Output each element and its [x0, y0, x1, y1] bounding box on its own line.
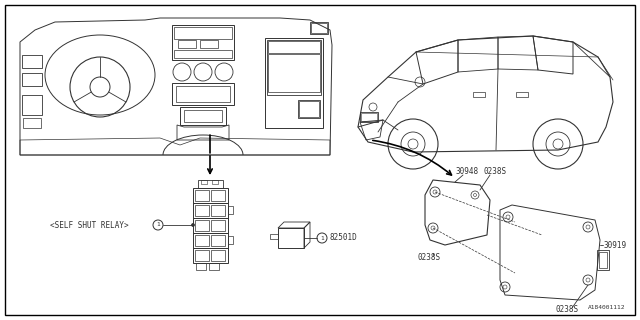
- Text: 30948: 30948: [455, 167, 478, 177]
- Text: 1: 1: [156, 222, 160, 228]
- Bar: [211, 235, 225, 246]
- Bar: [200, 40, 218, 48]
- Text: 30919: 30919: [603, 241, 626, 250]
- Bar: [172, 83, 234, 105]
- Bar: [176, 86, 230, 102]
- Bar: [195, 235, 209, 246]
- Bar: [195, 250, 209, 261]
- Text: 0238S: 0238S: [417, 253, 440, 262]
- Bar: [198, 180, 223, 188]
- Bar: [209, 263, 219, 270]
- Bar: [298, 100, 320, 118]
- Bar: [211, 220, 225, 231]
- Text: 1: 1: [320, 236, 324, 241]
- Bar: [310, 22, 328, 34]
- Bar: [278, 228, 304, 248]
- Circle shape: [317, 233, 327, 243]
- Text: 0238S: 0238S: [555, 306, 578, 315]
- Bar: [180, 107, 226, 125]
- Bar: [228, 206, 233, 214]
- Bar: [201, 180, 207, 184]
- Bar: [597, 250, 609, 270]
- Bar: [196, 263, 206, 270]
- Bar: [211, 190, 225, 201]
- Text: 0238S: 0238S: [483, 167, 506, 177]
- Bar: [212, 180, 218, 184]
- Bar: [265, 38, 323, 128]
- Circle shape: [153, 220, 163, 230]
- Bar: [270, 234, 278, 239]
- Bar: [22, 55, 42, 68]
- Text: 82501D: 82501D: [329, 234, 356, 243]
- Bar: [267, 40, 321, 95]
- Bar: [268, 41, 320, 53]
- Bar: [174, 50, 232, 58]
- Text: <SELF SHUT RELAY>: <SELF SHUT RELAY>: [50, 220, 129, 229]
- Circle shape: [191, 223, 195, 227]
- Bar: [268, 54, 320, 92]
- Bar: [360, 112, 378, 122]
- Bar: [193, 248, 228, 263]
- Bar: [195, 205, 209, 216]
- Bar: [473, 92, 485, 97]
- Bar: [228, 236, 233, 244]
- Bar: [193, 188, 228, 203]
- Bar: [172, 25, 234, 60]
- Bar: [299, 101, 319, 117]
- Bar: [516, 92, 528, 97]
- Bar: [193, 233, 228, 248]
- Bar: [195, 220, 209, 231]
- Bar: [195, 190, 209, 201]
- Bar: [22, 95, 42, 115]
- Bar: [311, 23, 327, 33]
- Bar: [211, 205, 225, 216]
- Bar: [193, 218, 228, 233]
- Bar: [193, 203, 228, 218]
- Bar: [178, 40, 196, 48]
- Bar: [184, 110, 222, 122]
- Bar: [23, 118, 41, 128]
- Text: A184001112: A184001112: [588, 305, 625, 310]
- Bar: [361, 113, 377, 121]
- Bar: [211, 250, 225, 261]
- Bar: [174, 27, 232, 39]
- Bar: [599, 252, 607, 268]
- Bar: [22, 73, 42, 86]
